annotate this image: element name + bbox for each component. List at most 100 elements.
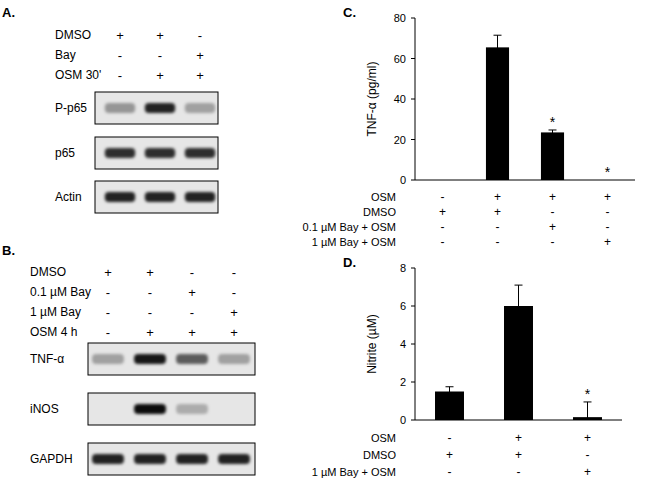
figure: A.DMSO++-Bay--+OSM 30'-++P-p65p65ActinB.… (0, 0, 650, 496)
band (134, 404, 166, 414)
condition-label: DMSO (363, 206, 396, 218)
condition-sign: + (515, 448, 522, 462)
treatment-sign: + (146, 325, 154, 340)
band (185, 103, 215, 113)
band (218, 354, 250, 364)
bar (435, 392, 464, 421)
band (105, 103, 135, 113)
treatment-sign: + (104, 265, 112, 280)
x-axis (415, 420, 622, 421)
treatment-sign: + (188, 285, 196, 300)
y-tick-label: 40 (394, 93, 406, 105)
condition-sign: + (494, 205, 501, 219)
y-tick-label: 8 (400, 262, 406, 274)
condition-sign: + (439, 205, 446, 219)
y-tick (411, 268, 415, 269)
treatment-sign: - (232, 265, 236, 280)
condition-sign: - (441, 220, 445, 234)
condition-sign: + (515, 431, 522, 445)
bar (486, 47, 509, 180)
treatment-sign: - (118, 68, 122, 83)
condition-label: 1 µM Bay + OSM (312, 466, 396, 478)
treatment-sign: + (196, 48, 204, 63)
panel-label: A. (2, 5, 15, 20)
y-tick (411, 58, 415, 59)
band (145, 103, 175, 113)
condition-sign: - (441, 190, 445, 204)
blot-frame (95, 181, 218, 213)
significance-marker: * (585, 386, 591, 402)
error-bar (584, 402, 592, 420)
band (176, 404, 208, 414)
plot-area (486, 35, 564, 180)
treatment-sign: + (156, 28, 164, 43)
panel-label: C. (343, 5, 356, 20)
band (92, 354, 124, 364)
band (105, 148, 135, 158)
bar (541, 132, 564, 180)
significance-marker: * (605, 164, 611, 180)
error-bar (515, 285, 523, 327)
treatment-sign: - (106, 285, 110, 300)
condition-sign: - (441, 235, 445, 249)
treatment-sign: - (190, 265, 194, 280)
treatment-label: DMSO (55, 28, 91, 42)
error-cap (494, 35, 502, 36)
y-tick-label: 2 (400, 376, 406, 388)
y-axis-label: TNF-α (pg/ml) (365, 62, 379, 137)
error-stem (497, 35, 498, 59)
condition-label: OSM (371, 432, 396, 444)
x-axis (415, 180, 635, 181)
treatment-sign: + (146, 265, 154, 280)
y-tick (411, 306, 415, 307)
band (176, 354, 208, 364)
error-stem (449, 387, 450, 397)
treatment-sign: + (116, 28, 124, 43)
y-tick-label: 60 (394, 53, 406, 65)
y-axis-label: Nitrite (µM) (365, 314, 379, 374)
blot-row-label: iNOS (30, 402, 59, 416)
error-bar (446, 387, 454, 397)
condition-label: 0.1 µM Bay + OSM (303, 221, 396, 233)
condition-sign: - (606, 205, 610, 219)
y-tick (411, 382, 415, 383)
condition-sign: - (448, 431, 452, 445)
condition-sign: + (494, 190, 501, 204)
treatment-sign: - (148, 285, 152, 300)
error-cap (446, 386, 454, 387)
band (218, 404, 250, 414)
band (134, 454, 166, 464)
condition-label: DMSO (363, 449, 396, 461)
treatment-sign: - (190, 305, 194, 320)
plot-area (435, 285, 602, 420)
error-bar (494, 35, 502, 59)
band (92, 404, 124, 414)
treatment-sign: - (106, 325, 110, 340)
treatment-sign: - (232, 285, 236, 300)
band (145, 192, 175, 202)
blot-frame (88, 443, 255, 475)
error-cap (515, 326, 523, 327)
treatment-label: OSM 4 h (30, 325, 77, 339)
treatment-sign: + (188, 325, 196, 340)
panel-label: B. (2, 243, 15, 258)
error-stem (518, 285, 519, 327)
y-tick-label: 0 (400, 414, 406, 426)
blot-row-label: P-p65 (55, 101, 87, 115)
y-axis (415, 268, 416, 420)
condition-sign: - (496, 235, 500, 249)
treatment-sign: - (198, 28, 202, 43)
condition-sign: + (604, 190, 611, 204)
band (218, 454, 250, 464)
y-tick-label: 4 (400, 338, 406, 350)
treatment-sign: + (230, 305, 238, 320)
band (134, 354, 166, 364)
condition-sign: - (586, 448, 590, 462)
band (185, 148, 215, 158)
treatment-sign: + (196, 68, 204, 83)
condition-sign: - (551, 205, 555, 219)
treatment-sign: - (148, 305, 152, 320)
y-tick-label: 20 (394, 134, 406, 146)
error-bar (549, 130, 557, 135)
treatment-sign: - (106, 305, 110, 320)
